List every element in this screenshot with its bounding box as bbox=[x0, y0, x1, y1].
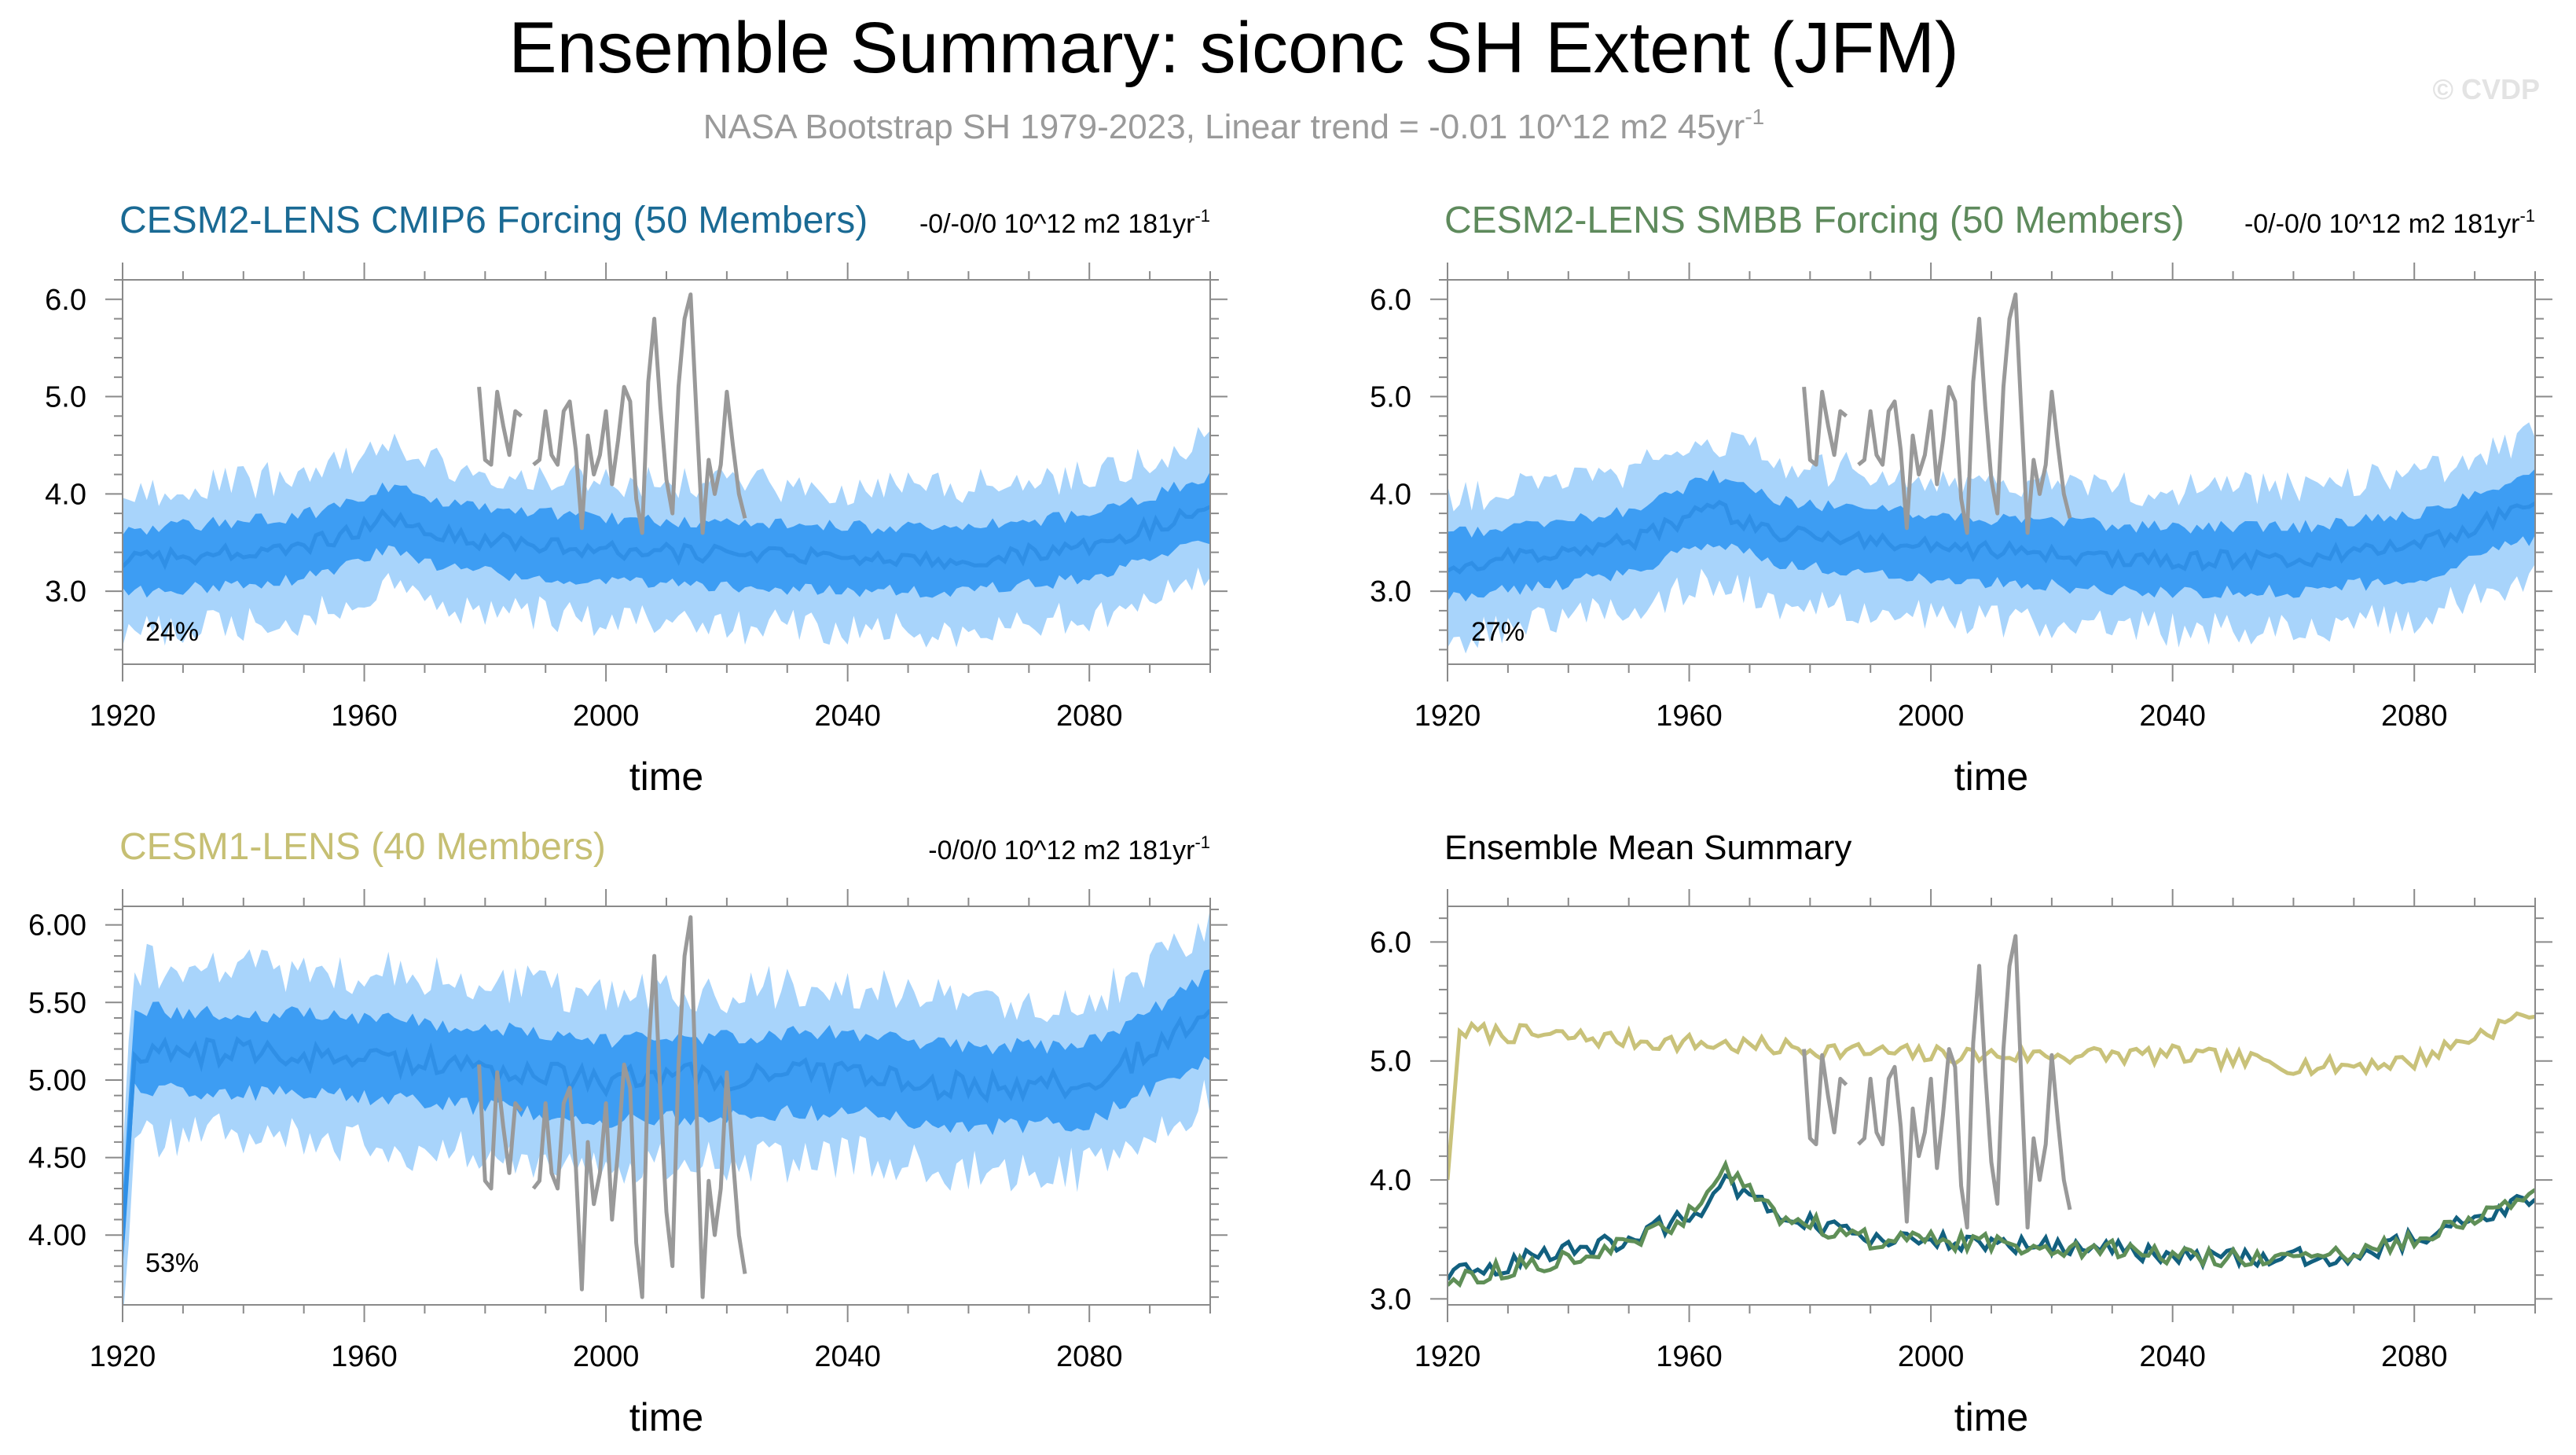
panel-title: CESM1-LENS (40 Members) bbox=[119, 826, 606, 868]
plot-content bbox=[123, 908, 1210, 1305]
x-tick-label: 1960 bbox=[1656, 700, 1723, 733]
observation-line bbox=[1802, 934, 2072, 1230]
x-tick-label: 2040 bbox=[814, 1340, 881, 1373]
y-tick-label: 3.0 bbox=[45, 575, 86, 608]
panel-cesm2-cmip6: 1920 1960 2000 2040 2080 3.0 4.0 5.0 6.0 time CESM… bbox=[45, 200, 1227, 799]
y-tick-label: 5.0 bbox=[1370, 1045, 1411, 1078]
y-tick-label: 4.0 bbox=[1370, 478, 1411, 511]
series-line-1 bbox=[1448, 1011, 2535, 1181]
watermark: © CVDP bbox=[2432, 73, 2540, 105]
observation-line bbox=[1802, 292, 2072, 535]
x-tick-label: 2040 bbox=[2139, 1340, 2206, 1373]
observation-line bbox=[477, 915, 747, 1299]
trend-label: -0/0/0 10^12 m2 181yr-1 bbox=[928, 832, 1210, 865]
tick-marks bbox=[105, 263, 1227, 682]
inner-spread-band bbox=[123, 969, 1210, 1273]
trend-label-main: -0/0/0 10^12 m2 181yr bbox=[928, 836, 1194, 865]
y-tick-label: 4.0 bbox=[1370, 1164, 1411, 1197]
figure-subtitle: NASA Bootstrap SH 1979-2023, Linear tren… bbox=[703, 105, 1764, 146]
y-tick-label: 6.00 bbox=[28, 909, 86, 942]
percent-label: 53% bbox=[145, 1248, 199, 1278]
x-tick-label: 1920 bbox=[1415, 1340, 1481, 1373]
panel-cesm2-smbb: 1920 1960 2000 2040 2080 3.0 4.0 5.0 6.0 time CESM… bbox=[1370, 200, 2552, 799]
x-tick-label: 1960 bbox=[331, 1340, 398, 1373]
plot-content bbox=[123, 292, 1210, 648]
trend-label-sup: -1 bbox=[2519, 206, 2535, 226]
trend-label-main: -0/-0/0 10^12 m2 181yr bbox=[2244, 209, 2519, 239]
panel-cesm1-lens: 1920 1960 2000 2040 2080 4.00 4.50 5.00 5.50 6.00… bbox=[28, 826, 1227, 1439]
tick-marks bbox=[1430, 889, 2552, 1322]
y-tick-label: 4.50 bbox=[28, 1142, 86, 1175]
trend-label-sup: -1 bbox=[1194, 832, 1210, 852]
x-axis-label: time bbox=[1954, 755, 2028, 799]
trend-label: -0/-0/0 10^12 m2 181yr-1 bbox=[2244, 206, 2535, 239]
tick-marks bbox=[105, 889, 1227, 1322]
panel-title: Ensemble Mean Summary bbox=[1444, 829, 1851, 867]
percent-label: 27% bbox=[1471, 617, 1525, 647]
y-tick-label: 3.0 bbox=[1370, 1283, 1411, 1316]
percent-label: 24% bbox=[145, 617, 199, 647]
x-tick-label: 2080 bbox=[1056, 1340, 1123, 1373]
x-axis-label: time bbox=[629, 755, 703, 799]
y-tick-label: 5.0 bbox=[1370, 381, 1411, 414]
y-tick-label: 5.00 bbox=[28, 1064, 86, 1097]
ensemble-mean-line bbox=[123, 1009, 1210, 1240]
figure-subtitle-main: NASA Bootstrap SH 1979-2023, Linear tren… bbox=[703, 108, 1745, 146]
y-tick-label: 3.0 bbox=[1370, 575, 1411, 608]
ensemble-mean-line bbox=[1448, 499, 2535, 575]
inner-spread-band bbox=[123, 471, 1210, 598]
x-tick-label: 2080 bbox=[1056, 700, 1123, 733]
y-tick-label: 5.50 bbox=[28, 987, 86, 1020]
panel-title: CESM2-LENS SMBB Forcing (50 Members) bbox=[1444, 200, 2185, 241]
figure-title: Ensemble Summary: siconc SH Extent (JFM) bbox=[508, 8, 1959, 88]
y-tick-label: 6.0 bbox=[45, 284, 86, 317]
x-tick-label: 1920 bbox=[90, 700, 156, 733]
x-tick-label: 2000 bbox=[1898, 1340, 1965, 1373]
x-tick-label: 2000 bbox=[573, 1340, 640, 1373]
x-tick-label: 2040 bbox=[2139, 700, 2206, 733]
x-tick-label: 2080 bbox=[2381, 1340, 2448, 1373]
x-axis-label: time bbox=[629, 1395, 703, 1439]
y-tick-label: 4.00 bbox=[28, 1219, 86, 1252]
plot-content bbox=[1448, 292, 2535, 654]
x-tick-label: 1920 bbox=[90, 1340, 156, 1373]
y-tick-label: 5.0 bbox=[45, 381, 86, 414]
x-tick-label: 1960 bbox=[331, 700, 398, 733]
panel-ensemble-mean-summary: 1920 1960 2000 2040 2080 3.0 4.0 5.0 6.0 time Ense… bbox=[1370, 829, 2552, 1439]
observation-line bbox=[477, 292, 747, 535]
tick-marks bbox=[1430, 263, 2552, 682]
x-axis-label: time bbox=[1954, 1395, 2028, 1439]
ensemble-mean-line bbox=[123, 505, 1210, 571]
x-tick-label: 1920 bbox=[1415, 700, 1481, 733]
x-tick-label: 2000 bbox=[1898, 700, 1965, 733]
x-tick-label: 2000 bbox=[573, 700, 640, 733]
plot-content bbox=[1448, 934, 2535, 1288]
trend-label-sup: -1 bbox=[1194, 206, 1210, 226]
series-line-3 bbox=[1448, 1159, 2535, 1288]
trend-label: -0/-0/0 10^12 m2 181yr-1 bbox=[919, 206, 1210, 239]
x-tick-label: 1960 bbox=[1656, 1340, 1723, 1373]
x-tick-label: 2040 bbox=[814, 700, 881, 733]
y-tick-label: 6.0 bbox=[1370, 284, 1411, 317]
x-tick-label: 2080 bbox=[2381, 700, 2448, 733]
panel-title: CESM2-LENS CMIP6 Forcing (50 Members) bbox=[119, 200, 868, 241]
y-tick-label: 4.0 bbox=[45, 478, 86, 511]
trend-label-main: -0/-0/0 10^12 m2 181yr bbox=[919, 209, 1194, 239]
y-tick-label: 6.0 bbox=[1370, 926, 1411, 959]
figure-subtitle-sup: -1 bbox=[1745, 105, 1764, 129]
